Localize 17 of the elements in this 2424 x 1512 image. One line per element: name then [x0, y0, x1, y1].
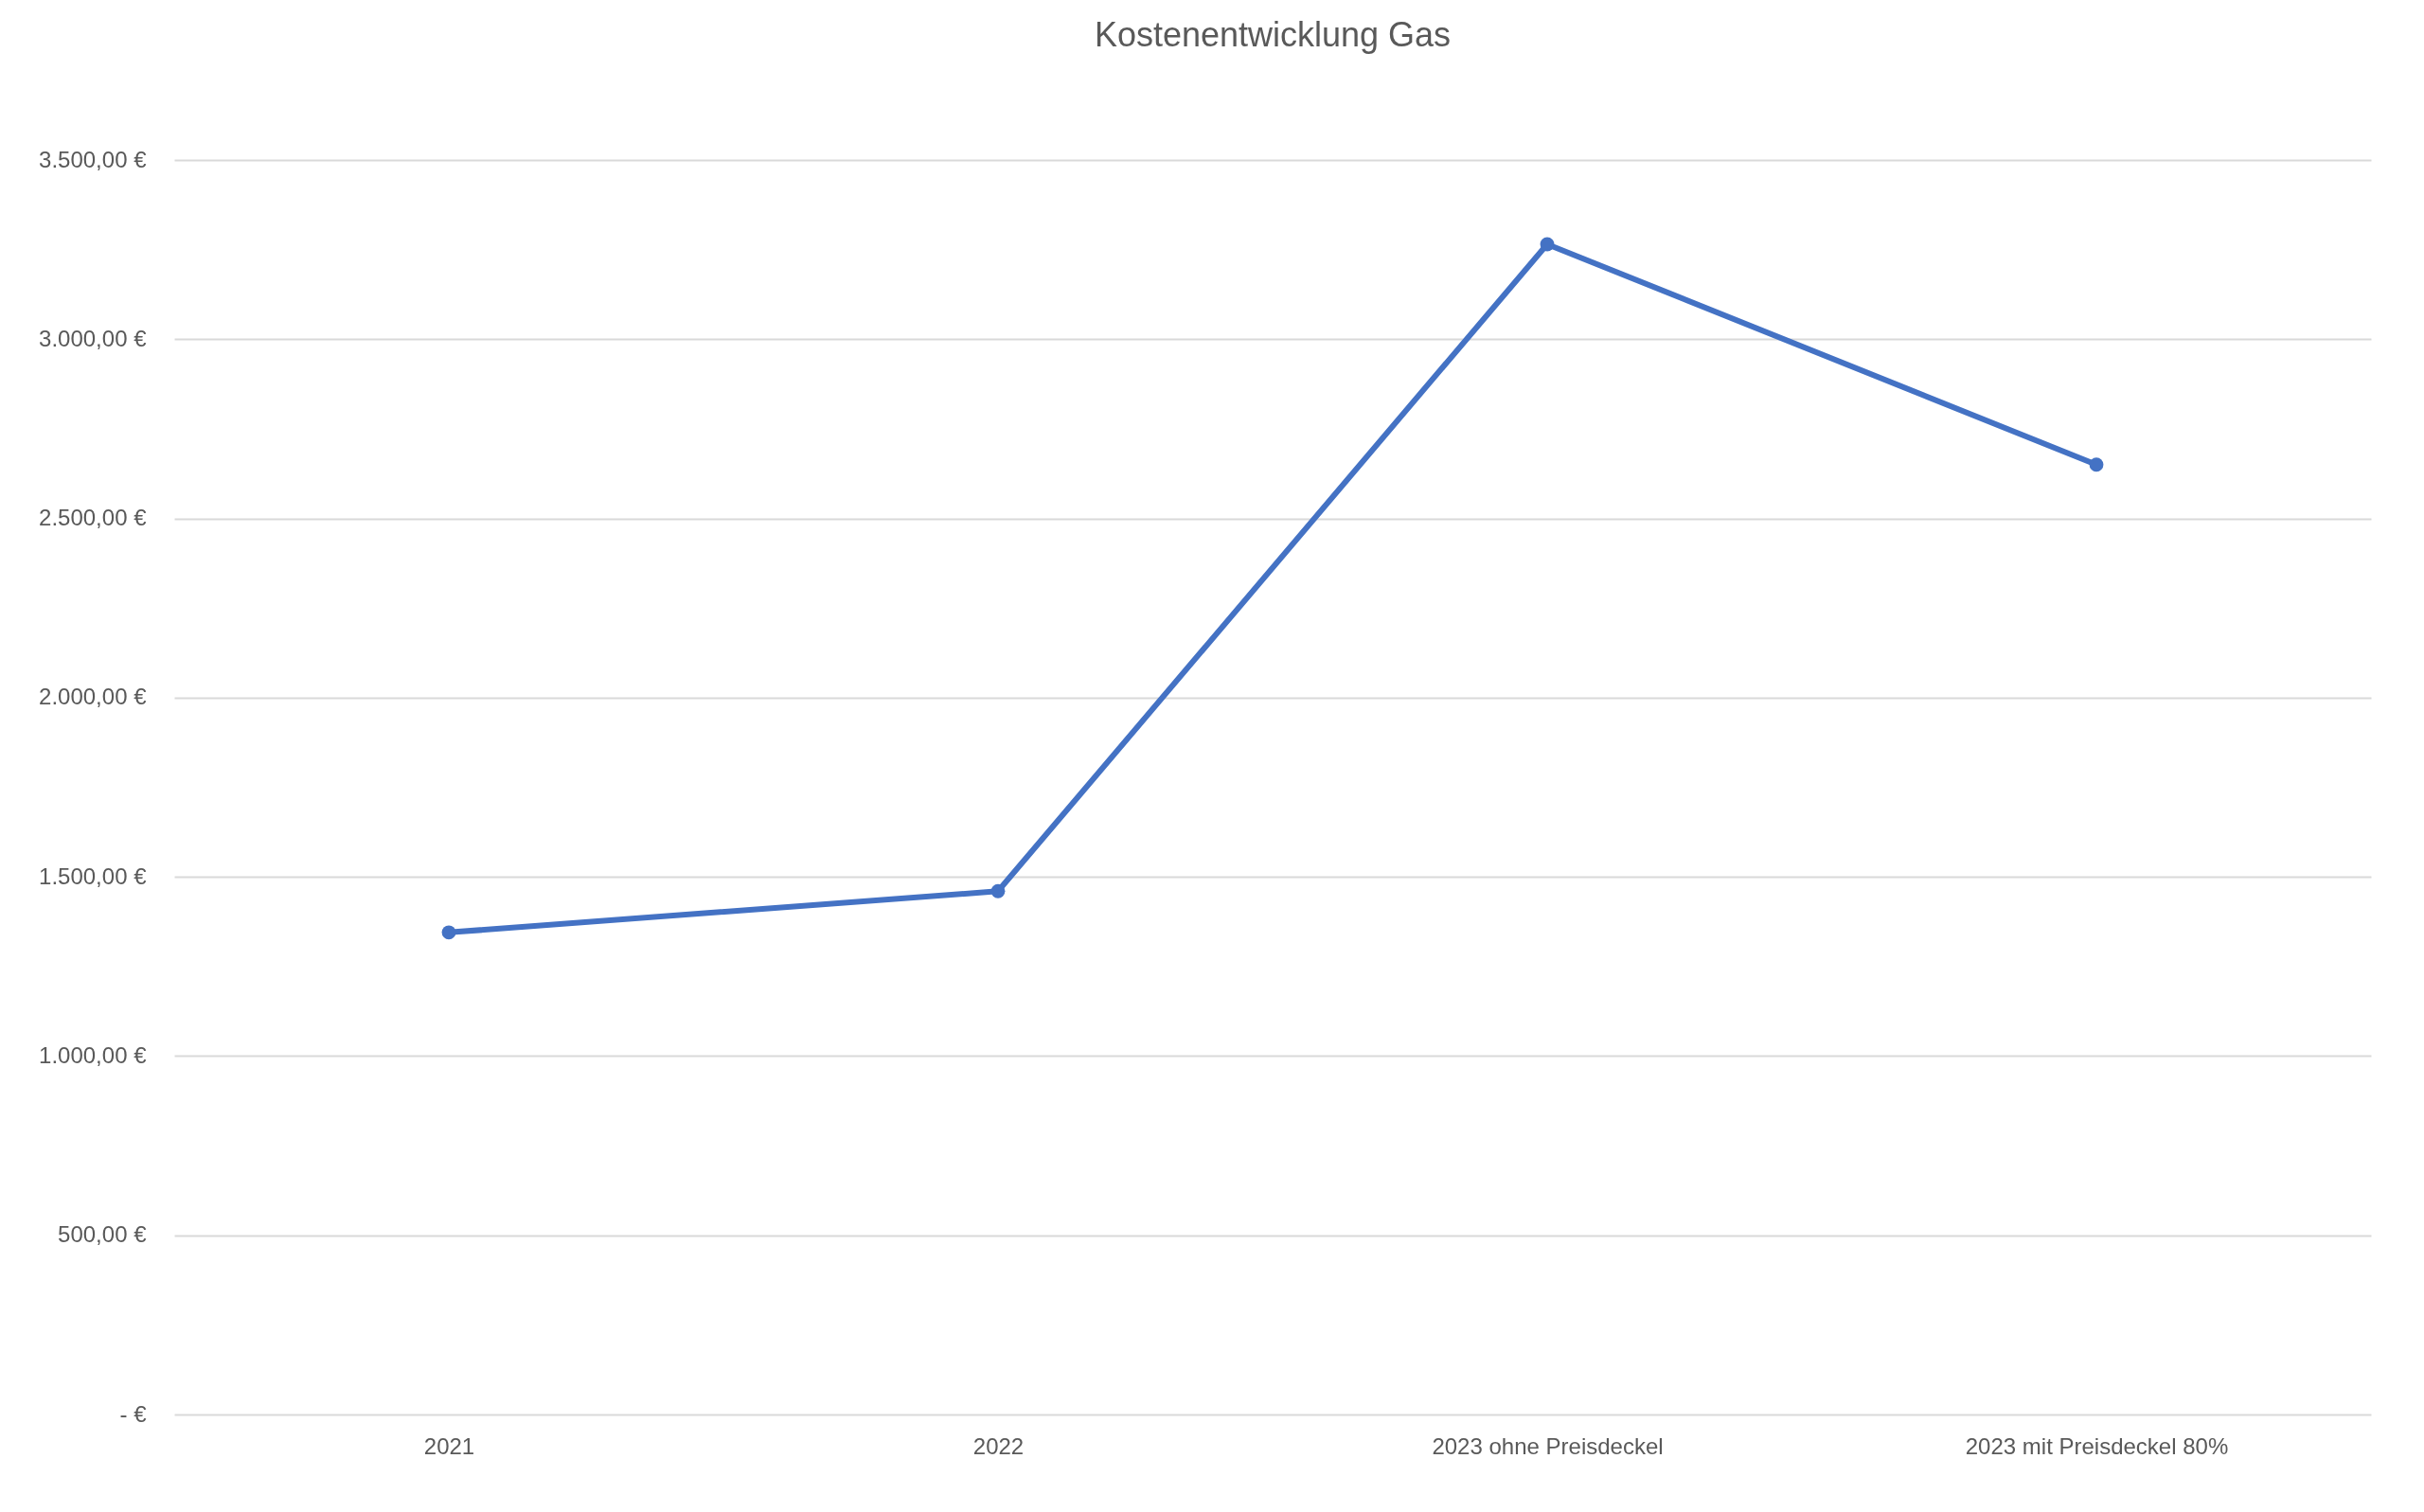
point: [2089, 457, 2104, 472]
chart-title: Kostenentwicklung Gas: [1094, 15, 1452, 54]
y-tick-label: 500,00 €: [58, 1221, 148, 1248]
point: [441, 925, 456, 940]
y-tick-label: 1.500,00 €: [39, 863, 148, 889]
y-tick-label: 2.500,00 €: [39, 505, 148, 531]
y-tick-label: 3.000,00 €: [39, 325, 148, 351]
y-tick-label: - €: [119, 1400, 148, 1427]
y-tick-label: 1.000,00 €: [39, 1041, 148, 1068]
y-tick-label: 2.000,00 €: [39, 684, 148, 710]
x-tick-label: 2021: [423, 1432, 475, 1459]
y-tick-label: 3.500,00 €: [39, 146, 148, 172]
point: [1540, 237, 1555, 252]
x-tick-label: 2022: [972, 1432, 1025, 1459]
x-tick-label: 2023 mit Preisdeckel 80%: [1965, 1432, 2229, 1459]
x-tick-label: 2023 ohne Preisdeckel: [1432, 1432, 1664, 1459]
point: [990, 883, 1006, 898]
